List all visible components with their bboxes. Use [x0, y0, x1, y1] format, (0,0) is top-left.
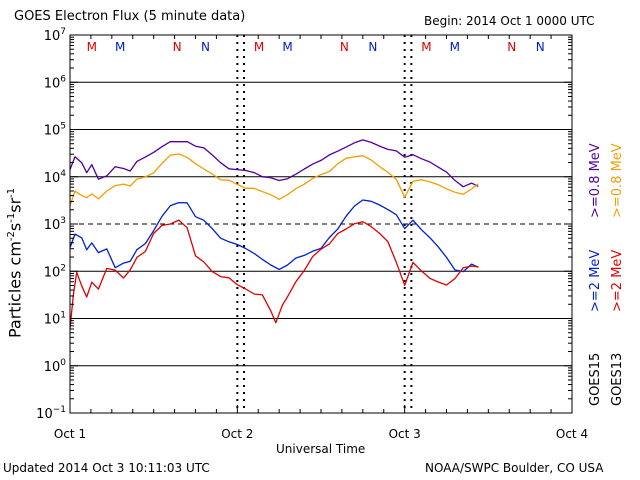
grid-layer	[70, 81, 572, 367]
x-axis-label: Universal Time	[276, 442, 366, 456]
dotted-verticals	[236, 35, 413, 413]
legend-goes15: GOES15	[588, 352, 603, 406]
x-ticks: Oct 1 Oct 2 Oct 3 Oct 4	[54, 35, 588, 441]
y-tick-label-6: 105	[44, 122, 66, 139]
legend-purple: >=0.8 MeV	[588, 143, 603, 218]
y-axis-label: Particles cm-2s-1sr-1	[5, 187, 25, 338]
x-tick-label-1: Oct 2	[221, 427, 253, 441]
series-line-0	[69, 139, 479, 188]
marker-m-8: M	[421, 40, 431, 54]
y-ticks: 10−1 100 101 102 103 104 105 106 107	[36, 27, 572, 422]
marker-n-10: N	[507, 40, 516, 54]
legend-blue: >=2 MeV	[588, 249, 603, 312]
y-tick-label-4: 103	[44, 216, 66, 233]
marker-m-5: M	[282, 40, 292, 54]
marker-n-6: N	[340, 40, 349, 54]
y-tick-label-7: 106	[44, 74, 67, 91]
y-tick-label-0: 10−1	[36, 405, 66, 422]
updated-timestamp: Updated 2014 Oct 3 10:11:03 UTC	[3, 461, 210, 475]
series-line-2	[69, 199, 479, 273]
x-tick-label-2: Oct 3	[389, 427, 421, 441]
marker-m-4: M	[254, 40, 264, 54]
marker-m-1: M	[115, 40, 125, 54]
marker-m-9: M	[450, 40, 460, 54]
legend-goes13: GOES13	[610, 352, 625, 406]
marker-n-11: N	[536, 40, 545, 54]
marker-m-0: M	[87, 40, 97, 54]
y-tick-label-1: 100	[44, 358, 67, 375]
series-line-3	[69, 219, 479, 329]
marker-n-3: N	[201, 40, 210, 54]
marker-n-7: N	[368, 40, 377, 54]
chart-title: GOES Electron Flux (5 minute data)	[14, 9, 246, 24]
y-tick-label-8: 107	[44, 27, 66, 44]
x-tick-label-0: Oct 1	[54, 427, 86, 441]
credit: NOAA/SWPC Boulder, CO USA	[425, 461, 604, 475]
marker-n-2: N	[173, 40, 182, 54]
y-tick-label-2: 101	[44, 311, 66, 328]
series-line-1	[69, 153, 479, 207]
y-tick-label-3: 102	[44, 263, 66, 280]
y-tick-label-5: 104	[44, 169, 67, 186]
series-layer	[69, 139, 479, 329]
begin-time: Begin: 2014 Oct 1 0000 UTC	[424, 14, 595, 28]
legend-orange: >=0.8 MeV	[610, 143, 625, 218]
x-tick-label-3: Oct 4	[556, 427, 588, 441]
legend-red: >=2 MeV	[610, 249, 625, 312]
